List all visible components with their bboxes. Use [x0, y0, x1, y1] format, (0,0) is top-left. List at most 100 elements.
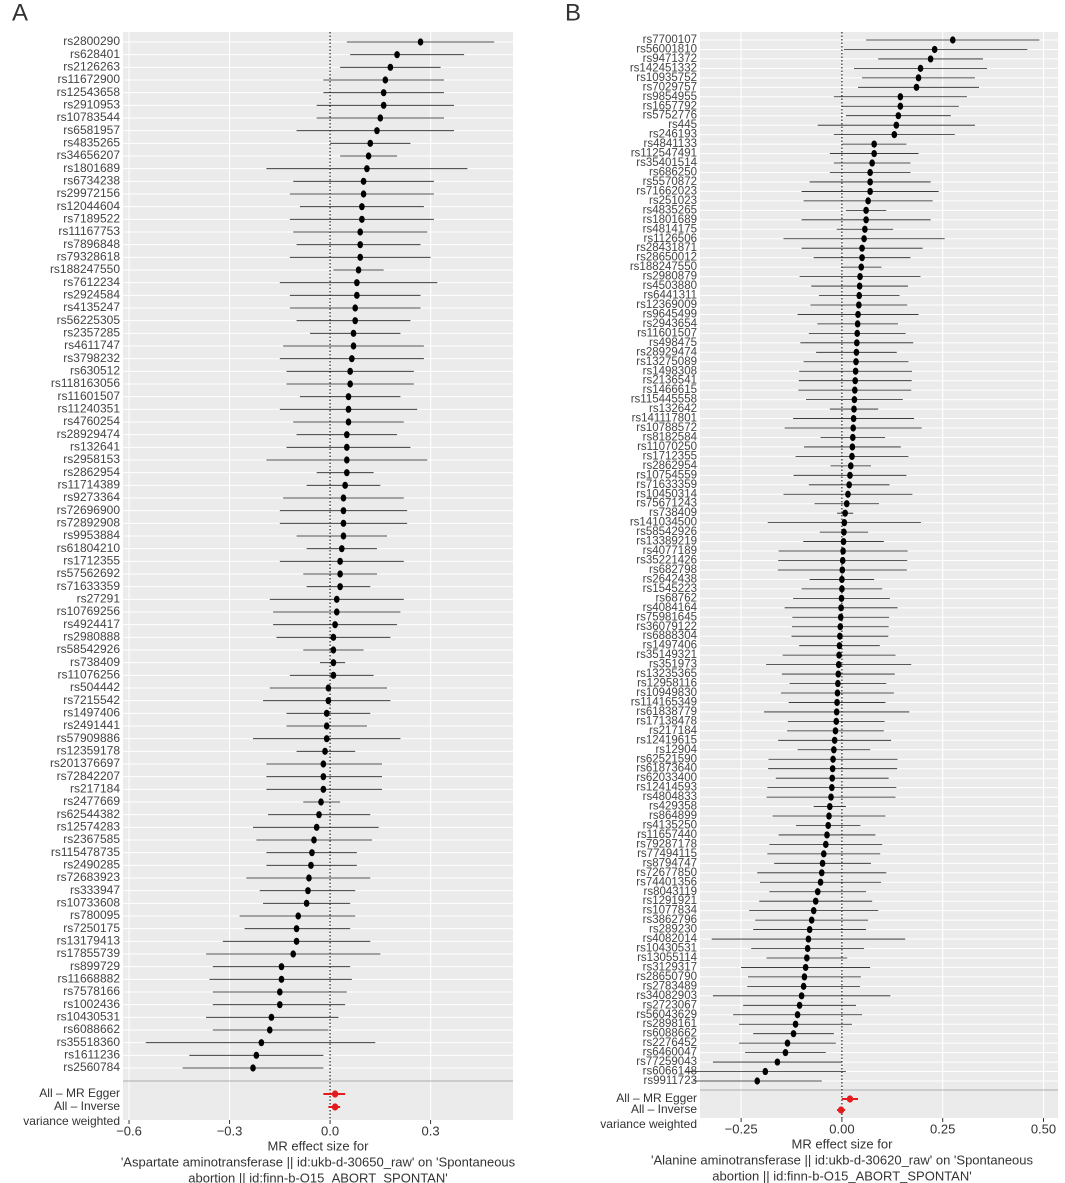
snp-label: rs71633359 [57, 579, 121, 593]
snp-label: rs11672900 [58, 72, 121, 86]
snp-label: rs9911723 [644, 1075, 698, 1087]
estimate-point [808, 916, 815, 924]
estimate-point [839, 585, 845, 593]
snp-label: rs2642438 [643, 573, 697, 585]
snp-label: rs9645499 [643, 308, 697, 320]
snp-label: rs62033400 [636, 772, 697, 784]
snp-label: rs445 [668, 119, 697, 131]
estimate-point [333, 608, 340, 616]
estimate-point [309, 849, 315, 857]
snp-label: rs864899 [649, 810, 697, 822]
snp-label: rs3129317 [643, 961, 697, 973]
snp-label: rs35518360 [57, 1035, 121, 1049]
estimate-point [359, 215, 365, 223]
snp-label: rs1291921 [643, 895, 697, 907]
estimate-point [822, 840, 829, 849]
x-tick-label: 0.00 [829, 1121, 854, 1136]
estimate-point [831, 736, 838, 744]
estimate-point [350, 329, 357, 337]
snp-label: rs11076256 [58, 668, 121, 682]
snp-label: rs6888304 [643, 630, 698, 642]
snp-label: rs11601507 [637, 327, 697, 339]
estimate-point [820, 850, 827, 858]
estimate-point [829, 774, 836, 782]
estimate-point [258, 1039, 265, 1047]
snp-label: rs57909886 [57, 731, 121, 745]
snp-label: rs2943654 [643, 318, 698, 330]
snp-label: rs7612234 [63, 275, 120, 289]
snp-label: rs1497406 [643, 640, 697, 652]
estimate-point [854, 329, 861, 337]
snp-label: rs1611236 [64, 1048, 120, 1062]
snp-label: rs6581957 [63, 123, 120, 137]
snp-label: rs11657440 [637, 829, 697, 841]
snp-label: rs1466615 [643, 384, 697, 396]
snp-label: rs1712355 [63, 554, 120, 568]
estimate-point [839, 566, 846, 574]
estimate-point [831, 746, 837, 754]
estimate-point [852, 377, 859, 385]
snp-label: rs58542926 [57, 642, 121, 656]
snp-label: rs6734238 [63, 174, 120, 188]
snp-label: rs1077834 [643, 905, 698, 917]
estimate-point [891, 131, 898, 139]
estimate-point [320, 785, 327, 793]
snp-label: rs11668882 [58, 972, 121, 986]
snp-label: rs10949830 [636, 687, 697, 699]
x-tick-label: 0.50 [1031, 1121, 1056, 1136]
estimate-point [834, 698, 840, 707]
snp-label: rs10935752 [636, 72, 697, 84]
snp-label: rs2357285 [63, 326, 120, 340]
estimate-point [790, 1030, 797, 1038]
estimate-point [360, 177, 367, 185]
estimate-point [847, 471, 853, 479]
snp-label: rs7578166 [63, 984, 120, 998]
estimate-point [828, 793, 834, 801]
estimate-point [380, 89, 387, 97]
estimate-point [897, 102, 904, 110]
snp-label: rs4835265 [643, 204, 697, 216]
snp-label: rs686250 [649, 167, 697, 179]
snp-label: rs4804833 [643, 791, 697, 803]
estimate-point [814, 888, 821, 896]
snp-label: rs29972156 [57, 186, 121, 200]
estimate-point [354, 279, 360, 287]
summary-point [846, 1095, 854, 1103]
snp-label: rs4082014 [643, 933, 698, 945]
snp-label: rs10754559 [636, 469, 697, 481]
estimate-point [340, 507, 347, 515]
x-axis-title: MR effect size for [792, 1136, 894, 1151]
estimate-point [835, 679, 841, 688]
estimate-point [345, 405, 352, 413]
estimate-point [798, 992, 805, 1000]
estimate-point [323, 735, 330, 743]
snp-label: rs2910953 [63, 98, 120, 112]
snp-label: rs132642 [649, 403, 697, 415]
estimate-point [837, 623, 844, 631]
snp-label: rs251023 [649, 195, 697, 207]
x-tick-label: −0.6 [116, 1123, 142, 1138]
estimate-point [359, 203, 365, 211]
snp-label: rs6441311 [644, 290, 698, 302]
estimate-point [320, 760, 327, 768]
snp-label: rs71662023 [636, 185, 697, 197]
estimate-point [849, 452, 855, 460]
snp-label: rs6460047 [643, 1047, 697, 1059]
snp-label: rs1002436 [63, 997, 120, 1011]
estimate-point [340, 494, 347, 502]
estimate-point [832, 727, 839, 735]
estimate-point [871, 140, 877, 148]
snp-label: rs56001810 [636, 43, 697, 55]
snp-label: rs333947 [70, 883, 120, 897]
snp-label: rs141034500 [630, 517, 697, 529]
estimate-point [829, 765, 836, 773]
snp-label: rs57562692 [57, 566, 121, 580]
estimate-point [311, 836, 317, 844]
estimate-point [835, 670, 842, 678]
snp-label: rs7029757 [643, 81, 697, 93]
summary-label: variance weighted [600, 1117, 697, 1131]
estimate-point [862, 225, 868, 233]
snp-label: rs13179413 [57, 934, 121, 948]
snp-label: rs56225305 [57, 313, 121, 327]
snp-label: rs2958153 [63, 452, 120, 466]
